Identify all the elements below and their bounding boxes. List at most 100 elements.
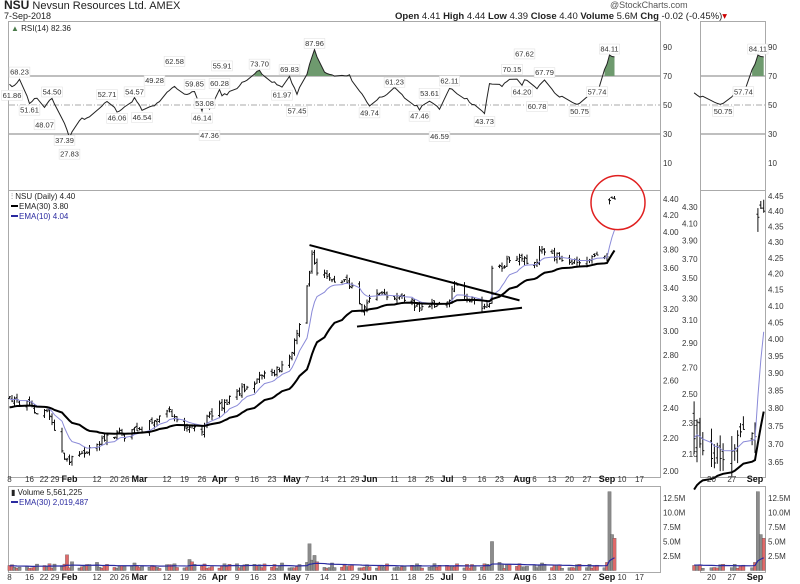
mini-price-axis-tick: 3.70 [768,440,784,449]
mini-price-axis-tick: 3.95 [768,352,784,361]
price-axis-tick: 3.40 [663,284,679,293]
rsi-value-label: 61.97 [273,91,292,100]
x-axis-tick: 6 [532,475,537,484]
open-label: Open [395,11,420,22]
rsi-value-label: 51.61 [20,106,39,115]
volume-axis-tick: 5.0M [663,538,681,547]
volume-bar [587,564,592,571]
volume-bar [262,563,267,571]
rsi-value-label: 84.11 [600,45,618,54]
mini-x-axis-tick: 20 [707,573,716,582]
rsi-value-label: 60.28 [210,79,229,88]
rsi-value-label: 48.07 [35,120,54,129]
rsi-value-label-box [53,135,76,146]
x-axis-tick: Mar [131,572,148,582]
price-axis-tick: 3.80 [663,246,679,255]
trendline [356,306,523,328]
quote-summary: Open 4.41 High 4.44 Low 4.39 Close 4.40 … [395,12,727,22]
mini-price-axis-tick: 3.75 [768,422,784,431]
x-axis-tick: 10 [618,573,627,582]
rsi-value-label: 55.91 [213,61,232,70]
vol-ema-legend: EMA(30) 2,019,487 [19,498,89,507]
rsi-axis-tick: 90 [663,43,672,52]
volume-bar [332,567,337,571]
rsi-value-label: 67.62 [515,49,534,58]
rsi-value-label-box [211,60,233,72]
brand-link[interactable]: @StockCharts.com [610,0,688,10]
price-bars-icon: ⫶ [11,192,13,201]
rsi-value-label-box [8,66,31,78]
rsi-value-label-box [271,89,293,101]
volume-bar [465,564,469,571]
x-axis-tick: 16 [250,573,259,582]
rsi-value-label: 57.74 [588,87,607,96]
x-axis-tick: Jul [440,572,453,582]
rsi-value-label: 47.46 [410,112,429,121]
mini-rsi-axis-tick: 30 [768,130,777,139]
x-axis-tick: 26 [121,573,130,582]
rsi-value-label: 64.20 [513,87,532,96]
mini-rsi-axis-tick: 90 [768,43,777,52]
rsi-value-label-box [428,131,451,142]
rsi-value-label: 46.54 [133,113,152,122]
volume-bar [297,564,302,571]
mini-price-axis-tick: 4.20 [768,270,784,279]
mini-volume-bar [730,567,734,571]
x-axis-tick: 25 [425,573,434,582]
mini-price-axis-tick: 4.30 [768,238,784,247]
mini-price-axis-tick: 3.80 [768,404,784,413]
mini-volume-bar [761,538,766,571]
price-axis-tick: 4.30 [682,203,698,212]
price-axis-tick: 3.10 [682,316,698,325]
rsi-value-label: 53.08 [195,99,214,108]
rsi-value-label-box [183,78,206,90]
rsi-value-label: 57.45 [288,107,307,116]
change-value: -0.02 (-0.45%) [661,11,723,22]
volume-bar [385,563,389,571]
rsi-legend: ▲ RSI(14) 82.36 [11,24,72,33]
x-axis-tick: 20 [565,475,574,484]
x-axis-tick: 17 [635,573,644,582]
x-axis-tick: 23 [495,573,504,582]
volume-legend: ▮ Volume 5,561,225 [11,488,83,497]
x-axis-tick: 16 [250,475,259,484]
rsi-axis-tick: 50 [663,101,672,110]
rsi-value-label-box [41,86,63,98]
volume-bar [607,491,612,571]
volume-bar [490,541,494,571]
mini-ema10-line [693,331,765,452]
x-axis-tick: Feb [61,474,78,484]
rsi-value-label: 50.75 [570,107,589,116]
mini-rsi-value-label-box [747,43,769,55]
x-axis-tick: 19 [180,475,189,484]
x-axis-tick: 18 [408,475,417,484]
mini-x-axis-tick: Sep [747,572,764,582]
mini-rsi-axis-tick: 70 [768,72,777,81]
x-axis-tick: 10 [618,475,627,484]
rsi-value-label-box [106,112,128,124]
rsi-value-label: 54.50 [43,87,62,96]
rsi-value-label-box [439,75,460,87]
rsi-value-label: 37.39 [55,136,74,145]
rsi-value-label-box [599,43,620,55]
mini-volume-axis-tick: 5.0M [768,538,786,547]
rsi-overbought-fill [752,55,764,76]
rsi-value-label: 49.28 [145,76,164,85]
mini-price-axis-tick: 4.25 [768,254,784,263]
rsi-value-label-box [143,75,166,86]
rsi-value-label: 46.59 [430,132,449,141]
mini-volume-bar [759,534,763,571]
x-axis-tick: 16 [478,573,487,582]
x-axis-tick: 11 [390,475,399,484]
rsi-value-label-box [303,38,326,49]
x-axis-tick: 23 [495,475,504,484]
rsi-value-label: 69.83 [280,65,299,74]
price-axis-tick: 2.90 [682,339,698,348]
low-value: 4.39 [509,11,529,22]
rsi-axis-tick: 30 [663,130,672,139]
x-axis-tick: 7 [305,573,310,582]
open-value: 4.41 [421,11,441,22]
x-axis-tick: 12 [163,475,172,484]
rsi-overbought-fill [604,55,615,76]
mini-volume-axis-tick: 10.0M [768,509,791,518]
